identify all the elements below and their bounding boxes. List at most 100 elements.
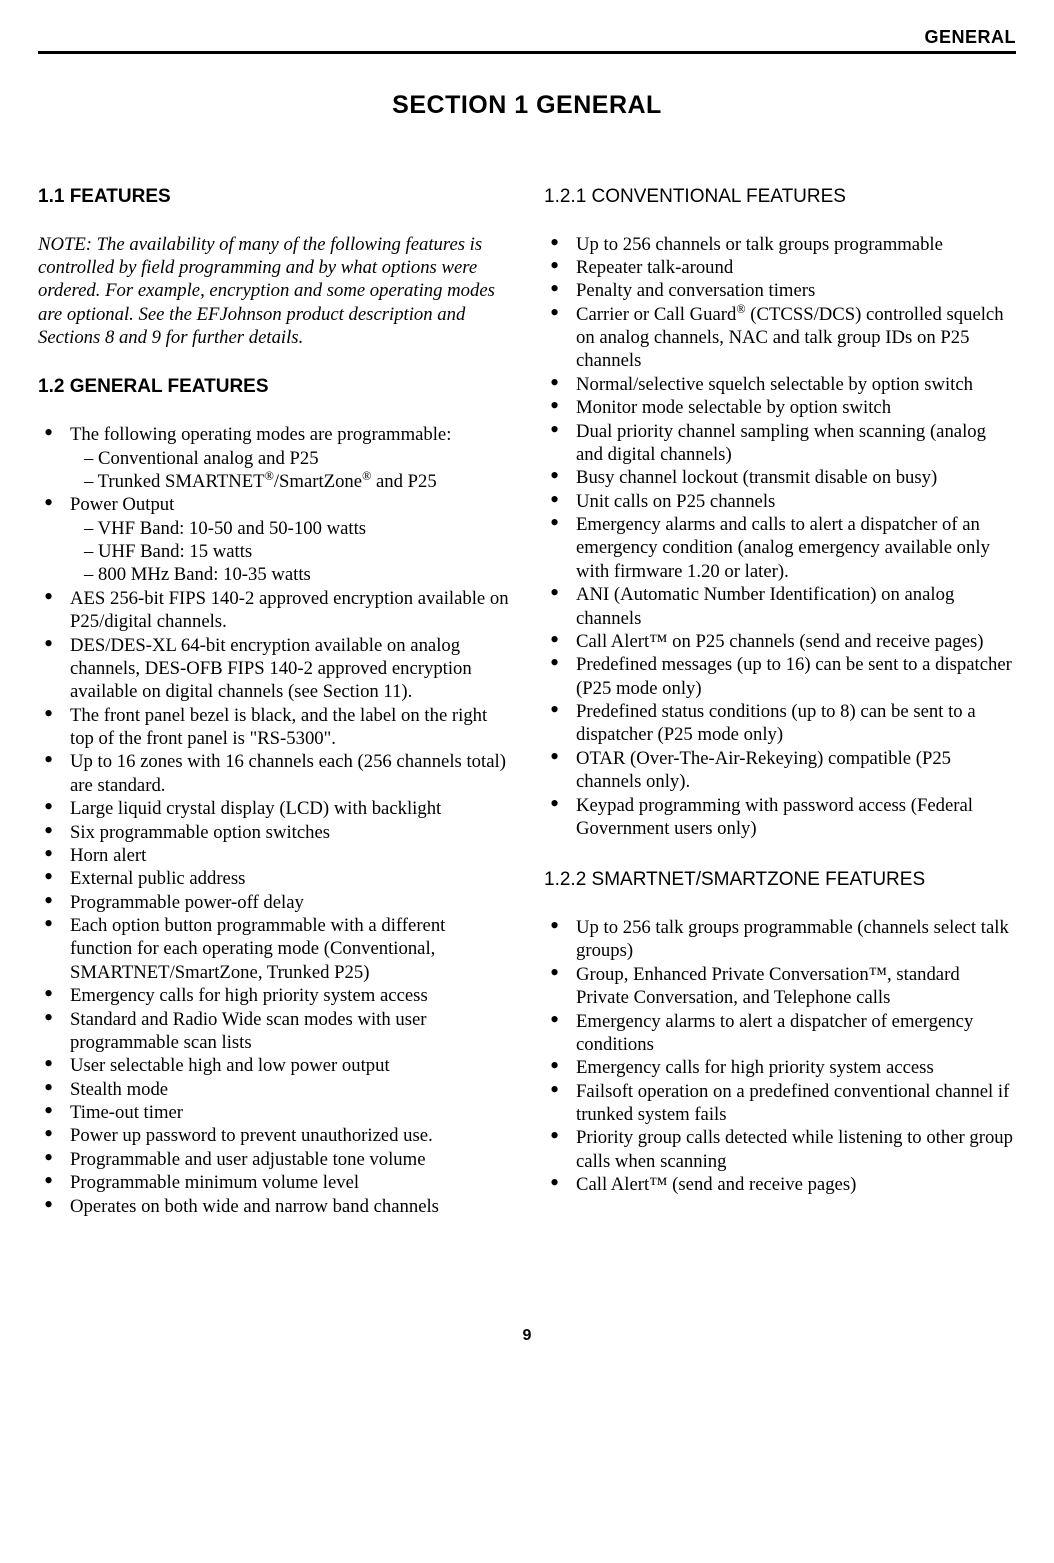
list-item: Operates on both wide and narrow band ch…	[38, 1195, 510, 1218]
list-item: Up to 256 channels or talk groups progra…	[544, 233, 1016, 256]
list-item-text: Large liquid crystal display (LCD) with …	[70, 798, 441, 819]
list-item: Busy channel lockout (transmit disable o…	[544, 466, 1016, 489]
list-item: Predefined status conditions (up to 8) c…	[544, 700, 1016, 747]
list-item-text: Busy channel lockout (transmit disable o…	[576, 467, 937, 488]
running-head: GENERAL	[38, 26, 1016, 49]
list-1-2-1: Up to 256 channels or talk groups progra…	[544, 233, 1016, 841]
list-item: Priority group calls detected while list…	[544, 1126, 1016, 1173]
list-item: Programmable power-off delay	[38, 891, 510, 914]
section-title: SECTION 1 GENERAL	[38, 90, 1016, 121]
list-item: The front panel bezel is black, and the …	[38, 704, 510, 751]
list-item: User selectable high and low power outpu…	[38, 1054, 510, 1077]
list-item-text: AES 256-bit FIPS 140-2 approved encrypti…	[70, 588, 509, 632]
list-item-text: Unit calls on P25 channels	[576, 491, 775, 512]
list-item: Emergency alarms to alert a dispatcher o…	[544, 1010, 1016, 1057]
list-item-text: Programmable and user adjustable tone vo…	[70, 1149, 425, 1170]
heading-1-2-2: 1.2.2 SMARTNET/SMARTZONE FEATURES	[544, 868, 1016, 892]
list-item-text: Keypad programming with password access …	[576, 795, 973, 839]
list-item-text: Monitor mode selectable by option switch	[576, 397, 891, 418]
list-item-text: Stealth mode	[70, 1079, 168, 1100]
list-item-text: Standard and Radio Wide scan modes with …	[70, 1009, 427, 1053]
list-item-text: Up to 256 channels or talk groups progra…	[576, 234, 943, 255]
list-item: Failsoft operation on a predefined conve…	[544, 1080, 1016, 1127]
list-1-2: The following operating modes are progra…	[38, 423, 510, 1218]
list-item-text: Priority group calls detected while list…	[576, 1127, 1013, 1171]
top-rule	[38, 51, 1016, 54]
list-item-text: Emergency alarms to alert a dispatcher o…	[576, 1011, 973, 1055]
list-item: Stealth mode	[38, 1078, 510, 1101]
list-item-text: DES/DES-XL 64-bit encryption available o…	[70, 635, 472, 703]
list-item-text: Failsoft operation on a predefined conve…	[576, 1081, 1009, 1125]
list-item: Monitor mode selectable by option switch	[544, 396, 1016, 419]
list-item: Dual priority channel sampling when scan…	[544, 420, 1016, 467]
list-item-text: Up to 16 zones with 16 channels each (25…	[70, 751, 506, 795]
list-item-text: Normal/selective squelch selectable by o…	[576, 374, 973, 395]
sub-item: – Conventional analog and P25	[70, 447, 510, 470]
list-item-text: OTAR (Over-The-Air-Rekeying) compatible …	[576, 748, 951, 792]
page-number: 9	[38, 1326, 1016, 1366]
list-item-text: Dual priority channel sampling when scan…	[576, 421, 986, 465]
list-item: Up to 16 zones with 16 channels each (25…	[38, 750, 510, 797]
list-item: Normal/selective squelch selectable by o…	[544, 373, 1016, 396]
list-item: Standard and Radio Wide scan modes with …	[38, 1008, 510, 1055]
list-item: External public address	[38, 867, 510, 890]
list-item-text: Group, Enhanced Private Conversation™, s…	[576, 964, 960, 1008]
list-item-text: Repeater talk-around	[576, 257, 733, 278]
list-item-text: Predefined messages (up to 16) can be se…	[576, 654, 1012, 698]
list-item-text: Penalty and conversation timers	[576, 280, 815, 301]
list-item: Emergency calls for high priority system…	[544, 1056, 1016, 1079]
list-item-text: Call Alert™ on P25 channels (send and re…	[576, 631, 984, 652]
list-item: Large liquid crystal display (LCD) with …	[38, 797, 510, 820]
list-item-text: Emergency calls for high priority system…	[70, 985, 428, 1006]
heading-1-1: 1.1 FEATURES	[38, 185, 510, 209]
list-item: OTAR (Over-The-Air-Rekeying) compatible …	[544, 747, 1016, 794]
list-item-text: Carrier or Call Guard® (CTCSS/DCS) contr…	[576, 304, 1004, 372]
list-item-text: Emergency calls for high priority system…	[576, 1057, 934, 1078]
list-item: Horn alert	[38, 844, 510, 867]
list-item-text: Up to 256 talk groups programmable (chan…	[576, 917, 1009, 961]
heading-1-2: 1.2 GENERAL FEATURES	[38, 375, 510, 399]
list-item: Emergency calls for high priority system…	[38, 984, 510, 1007]
list-item-text: Six programmable option switches	[70, 822, 330, 843]
sub-item: – VHF Band: 10-50 and 50-100 watts	[70, 517, 510, 540]
list-item-text: Time-out timer	[70, 1102, 183, 1123]
list-item: Penalty and conversation timers	[544, 279, 1016, 302]
list-item: Power up password to prevent unauthorize…	[38, 1124, 510, 1147]
list-item: DES/DES-XL 64-bit encryption available o…	[38, 634, 510, 704]
heading-1-2-1: 1.2.1 CONVENTIONAL FEATURES	[544, 185, 1016, 209]
note-1-1: NOTE: The availability of many of the fo…	[38, 233, 510, 350]
list-item-text: ANI (Automatic Number Identification) on…	[576, 584, 954, 628]
list-item: Predefined messages (up to 16) can be se…	[544, 653, 1016, 700]
list-item: Six programmable option switches	[38, 821, 510, 844]
list-item: AES 256-bit FIPS 140-2 approved encrypti…	[38, 587, 510, 634]
list-item-text: Power Output	[70, 494, 174, 515]
list-item-text: Emergency alarms and calls to alert a di…	[576, 514, 990, 582]
list-item: Programmable minimum volume level	[38, 1171, 510, 1194]
sub-item: – Trunked SMARTNET®/SmartZone® and P25	[70, 470, 510, 493]
list-item-text: Call Alert™ (send and receive pages)	[576, 1174, 856, 1195]
list-item-text: Programmable minimum volume level	[70, 1172, 359, 1193]
list-item: Up to 256 talk groups programmable (chan…	[544, 916, 1016, 963]
list-1-2-2: Up to 256 talk groups programmable (chan…	[544, 916, 1016, 1197]
list-item: Group, Enhanced Private Conversation™, s…	[544, 963, 1016, 1010]
list-item: Emergency alarms and calls to alert a di…	[544, 513, 1016, 583]
list-item: Power Output – VHF Band: 10-50 and 50-10…	[38, 493, 510, 587]
list-item: Unit calls on P25 channels	[544, 490, 1016, 513]
list-item: Call Alert™ (send and receive pages)	[544, 1173, 1016, 1196]
list-item: Programmable and user adjustable tone vo…	[38, 1148, 510, 1171]
list-item: Carrier or Call Guard® (CTCSS/DCS) contr…	[544, 303, 1016, 373]
list-item-text: Horn alert	[70, 845, 146, 866]
list-item-text: Predefined status conditions (up to 8) c…	[576, 701, 976, 745]
list-item-text: Programmable power-off delay	[70, 892, 304, 913]
list-item-text: The front panel bezel is black, and the …	[70, 705, 487, 749]
list-item-text: External public address	[70, 868, 245, 889]
list-item: Each option button programmable with a d…	[38, 914, 510, 984]
list-item-text: The following operating modes are progra…	[70, 424, 451, 445]
two-column-body: 1.1 FEATURES NOTE: The availability of m…	[38, 185, 1016, 1246]
sub-item: – UHF Band: 15 watts	[70, 540, 510, 563]
list-item: Time-out timer	[38, 1101, 510, 1124]
list-item: Keypad programming with password access …	[544, 794, 1016, 841]
list-item: Call Alert™ on P25 channels (send and re…	[544, 630, 1016, 653]
list-item-text: User selectable high and low power outpu…	[70, 1055, 390, 1076]
list-item: Repeater talk-around	[544, 256, 1016, 279]
